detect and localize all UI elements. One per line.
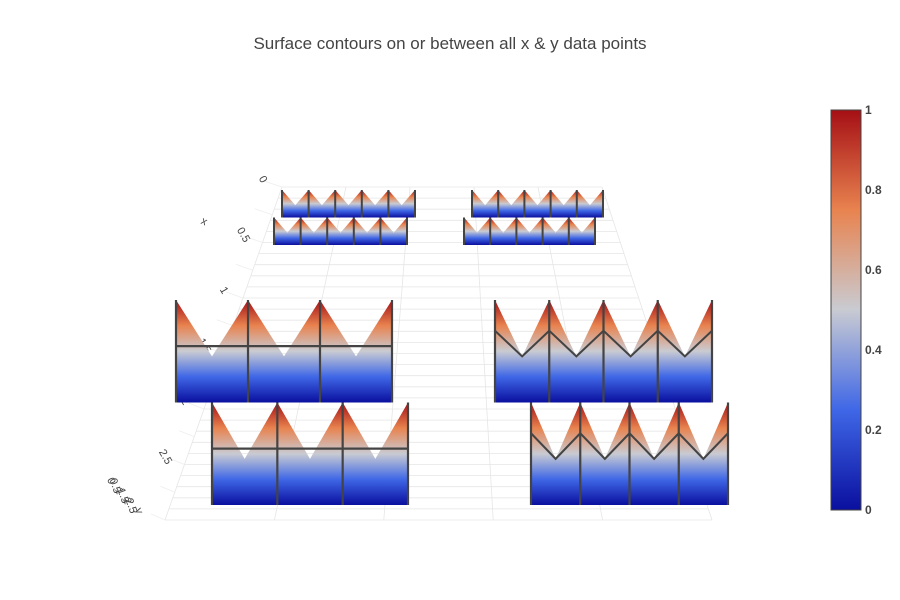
wall-gridline — [263, 180, 283, 188]
x-tick-label: 0.5 — [234, 225, 252, 244]
contour-line-between — [579, 432, 631, 461]
wall-gridline — [169, 458, 185, 465]
contour-line-between — [628, 432, 680, 461]
chart-title: Surface contours on or between all x & y… — [253, 34, 647, 53]
contour-line-between — [602, 330, 659, 358]
surface-sheet — [464, 217, 595, 245]
wall-gridline — [216, 319, 234, 327]
contour-line-between — [530, 432, 581, 461]
colorbar-tick-label: 0.8 — [865, 183, 882, 197]
wall-gridline — [150, 513, 166, 521]
y-tick-label: 2 — [120, 496, 133, 506]
y-axis-ticks: 00.511.522.5y — [104, 476, 145, 516]
contour-line-between — [678, 432, 729, 461]
colorbar-rect — [830, 109, 862, 511]
colorbar-tick-label: 0.2 — [865, 423, 882, 437]
colorbar: 0 0.2 0.4 0.6 0.8 1 — [830, 103, 882, 517]
colorbar-ticks: 0 0.2 0.4 0.6 0.8 1 — [865, 103, 882, 517]
contour-line-between — [657, 330, 713, 358]
wall-gridline — [254, 208, 273, 216]
y-tick-label: 1.5 — [115, 487, 132, 505]
wall-gridline — [245, 236, 263, 243]
x-tick-label: 1 — [217, 285, 230, 296]
x-axis-ticks: 00.511.522.5 — [156, 174, 269, 467]
wall-gridline — [188, 402, 205, 410]
y-tick-label: 1 — [112, 486, 125, 496]
surface-back-right — [463, 190, 604, 245]
surface-sheet — [472, 190, 603, 218]
y-tick-label: 2.5 — [123, 497, 140, 515]
contour-line-between — [548, 330, 605, 358]
y-tick-label: 0 — [104, 476, 117, 486]
wall-gridline — [226, 291, 244, 299]
contour-line-between — [494, 330, 550, 358]
wall-gridline — [160, 485, 175, 493]
colorbar-tick-label: 0.6 — [865, 263, 882, 277]
colorbar-tick-label: 0.4 — [865, 343, 882, 357]
wall-gridline — [235, 263, 253, 271]
x-tick-label: 2.5 — [156, 447, 174, 466]
surface-sheet — [282, 190, 415, 218]
surface-sheet — [176, 300, 392, 403]
surface-sheet — [274, 217, 407, 245]
colorbar-tick-label: 0 — [865, 503, 872, 517]
surfaces — [174, 190, 730, 505]
surface-sheet — [212, 402, 408, 505]
surface-front-left — [174, 300, 410, 505]
wall-gridline — [179, 430, 195, 438]
colorbar-tick-label: 1 — [865, 103, 872, 117]
surface-back-left — [273, 190, 416, 245]
x-axis-label: x — [199, 215, 210, 228]
y-axis-label: y — [132, 506, 145, 516]
surface-front-right — [493, 300, 730, 505]
y-tick-label: 0.5 — [107, 477, 124, 495]
x-tick-label: 0 — [256, 174, 269, 185]
